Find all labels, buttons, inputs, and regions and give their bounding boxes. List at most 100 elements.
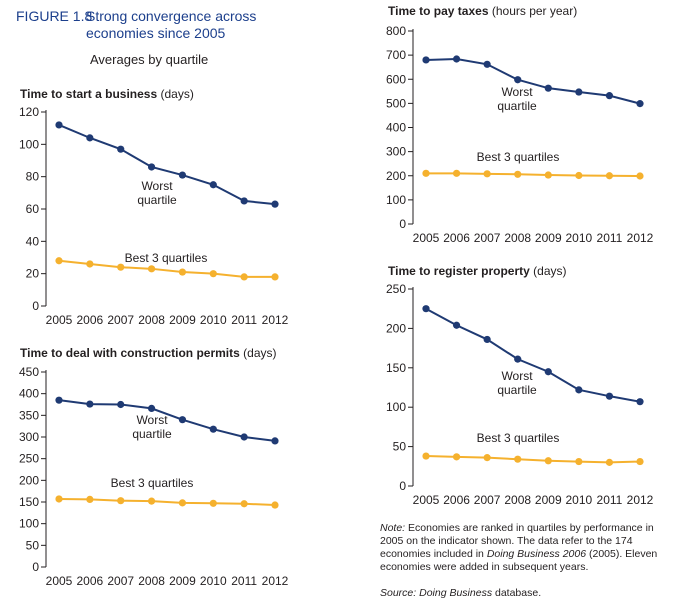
chart-title-pay-taxes: Time to pay taxes (hours per year) xyxy=(388,4,578,18)
point-best-3-quartiles xyxy=(452,453,461,461)
point-worst-quartile xyxy=(271,437,279,445)
series-line-best-3-quartiles xyxy=(425,455,641,464)
y-tick-label: 200 xyxy=(386,169,406,183)
point-best-3-quartiles xyxy=(636,457,644,466)
y-tick-label: 400 xyxy=(386,121,406,135)
x-tick-label: 2011 xyxy=(231,313,257,327)
point-worst-quartile xyxy=(544,368,552,376)
point-worst-quartile xyxy=(514,76,522,84)
point-best-3-quartiles xyxy=(147,497,156,505)
point-worst-quartile xyxy=(55,396,63,404)
point-best-3-quartiles xyxy=(575,171,583,180)
point-best-3-quartiles xyxy=(117,497,125,505)
point-best-3-quartiles xyxy=(209,499,217,507)
point-best-3-quartiles xyxy=(452,169,461,177)
x-tick-label: 2006 xyxy=(77,313,104,327)
series-line-worst-quartile xyxy=(425,57,641,105)
x-tick-label: 2010 xyxy=(200,574,227,588)
chart-title-start-business: Time to start a business (days) xyxy=(20,87,194,101)
figure-source: Source: Doing Business database. xyxy=(380,587,541,599)
y-tick-label: 0 xyxy=(32,299,39,313)
series-line-best-3-quartiles xyxy=(58,259,275,278)
y-tick-label: 20 xyxy=(26,267,40,281)
y-tick-label: 200 xyxy=(19,473,39,487)
point-best-3-quartiles xyxy=(240,273,248,281)
point-best-3-quartiles xyxy=(271,501,279,509)
source-text: database. xyxy=(495,587,542,599)
series-line-worst-quartile xyxy=(58,124,276,206)
source-publication: Doing Business xyxy=(419,587,493,599)
y-tick-label: 80 xyxy=(26,170,40,184)
point-best-3-quartiles xyxy=(422,452,430,460)
x-tick-label: 2007 xyxy=(107,574,134,588)
y-tick-label: 300 xyxy=(386,145,406,159)
series-label: Worst xyxy=(136,413,168,427)
y-tick-label: 500 xyxy=(386,96,406,110)
x-tick-label: 2009 xyxy=(535,493,562,507)
point-worst-quartile xyxy=(178,171,187,179)
y-tick-label: 150 xyxy=(19,495,39,509)
point-worst-quartile xyxy=(483,335,491,344)
point-worst-quartile xyxy=(483,60,491,68)
source-label: Source: xyxy=(380,587,417,599)
series-label: Best 3 quartiles xyxy=(477,431,560,445)
x-tick-label: 2009 xyxy=(535,231,562,245)
y-tick-label: 400 xyxy=(19,387,39,401)
point-best-3-quartiles xyxy=(483,170,491,178)
series-label: Worst xyxy=(501,369,533,383)
y-tick-label: 600 xyxy=(386,72,406,86)
point-best-3-quartiles xyxy=(178,268,187,276)
series-line-worst-quartile xyxy=(425,307,641,403)
point-best-3-quartiles xyxy=(575,457,583,466)
x-tick-label: 2009 xyxy=(169,313,196,327)
figure-title-line1: Strong convergence across xyxy=(86,8,257,24)
y-tick-label: 450 xyxy=(19,365,39,379)
x-tick-label: 2010 xyxy=(566,493,593,507)
y-tick-label: 150 xyxy=(386,361,406,375)
x-tick-label: 2007 xyxy=(474,493,501,507)
point-best-3-quartiles xyxy=(422,169,430,177)
point-best-3-quartiles xyxy=(514,170,522,178)
point-worst-quartile xyxy=(117,400,125,409)
y-tick-label: 200 xyxy=(386,321,406,335)
point-best-3-quartiles xyxy=(55,257,63,265)
x-tick-label: 2008 xyxy=(504,493,531,507)
series-line-worst-quartile xyxy=(58,399,276,442)
chart-title-construction-permits: Time to deal with construction permits (… xyxy=(20,346,277,360)
y-tick-label: 300 xyxy=(19,430,39,444)
point-best-3-quartiles xyxy=(178,499,187,507)
point-worst-quartile xyxy=(575,88,583,96)
point-worst-quartile xyxy=(55,121,63,129)
point-worst-quartile xyxy=(117,145,125,153)
x-tick-label: 2006 xyxy=(443,231,470,245)
series-label: Best 3 quartiles xyxy=(111,476,194,490)
chart-title-register-property: Time to register property (days) xyxy=(388,264,567,278)
series-label: Best 3 quartiles xyxy=(477,150,560,164)
point-best-3-quartiles xyxy=(483,454,491,462)
x-tick-label: 2007 xyxy=(107,313,134,327)
y-tick-label: 50 xyxy=(26,538,40,552)
point-best-3-quartiles xyxy=(605,172,614,180)
series-line-best-3-quartiles xyxy=(426,172,641,177)
y-tick-label: 100 xyxy=(386,193,406,207)
y-tick-label: 40 xyxy=(26,234,40,248)
point-worst-quartile xyxy=(240,433,248,441)
x-tick-label: 2009 xyxy=(169,574,196,588)
point-best-3-quartiles xyxy=(544,171,552,179)
note-label: Note: xyxy=(380,522,406,534)
x-tick-label: 2005 xyxy=(46,313,73,327)
point-worst-quartile xyxy=(209,181,217,189)
point-worst-quartile xyxy=(605,92,614,100)
x-tick-label: 2011 xyxy=(597,231,623,245)
point-worst-quartile xyxy=(636,100,644,108)
x-tick-label: 2005 xyxy=(413,493,440,507)
point-worst-quartile xyxy=(147,163,156,171)
figure-title-line2: economies since 2005 xyxy=(86,25,226,41)
point-worst-quartile xyxy=(422,305,430,313)
y-tick-label: 0 xyxy=(32,560,39,574)
point-worst-quartile xyxy=(178,416,187,424)
point-worst-quartile xyxy=(86,134,94,142)
